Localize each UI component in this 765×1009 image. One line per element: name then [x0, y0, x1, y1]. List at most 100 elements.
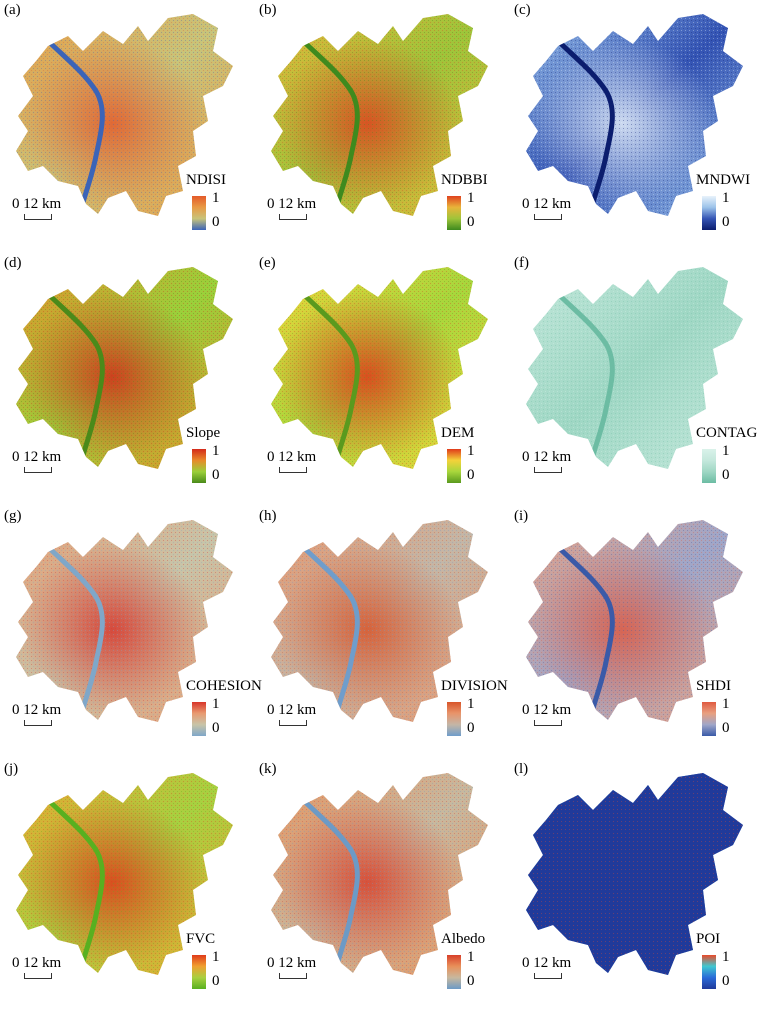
legend-min-label: 0	[212, 467, 220, 483]
map-image	[526, 14, 743, 216]
legend-min-label: 0	[722, 720, 730, 736]
legend-min-label: 0	[722, 973, 730, 989]
map-panel: (b)	[255, 0, 505, 250]
scale-bar-label: 0 12 km	[12, 955, 62, 971]
map-image	[16, 520, 233, 722]
legend-min-label: 0	[212, 214, 220, 230]
scale-bar-label: 0 12 km	[12, 449, 62, 465]
panel-label: (k)	[259, 761, 277, 777]
scale-bar	[534, 720, 562, 726]
legend-min-label: 0	[467, 467, 475, 483]
scale-bar	[534, 973, 562, 979]
index-name: CONTAG	[696, 425, 758, 441]
scale-bar	[279, 467, 307, 473]
scale-bar	[24, 720, 52, 726]
legend-max-label: 1	[722, 443, 730, 459]
map-panel: (k)	[255, 759, 505, 1009]
scale-bar-label: 0 12 km	[267, 955, 317, 971]
map-panel: (e)	[255, 253, 505, 503]
color-legend-bar	[192, 196, 206, 230]
scale-bar-label: 0 12 km	[12, 196, 62, 212]
map-panel: (l)	[510, 759, 760, 1009]
legend-max-label: 1	[467, 696, 475, 712]
index-name: DIVISION	[441, 678, 508, 694]
map-panel: (i)	[510, 506, 760, 756]
index-name: Slope	[186, 425, 221, 441]
panel-label: (c)	[514, 2, 531, 18]
index-name: COHESION	[186, 678, 262, 694]
color-legend-bar	[447, 196, 461, 230]
scale-bar-label: 0 12 km	[267, 449, 317, 465]
map-image	[16, 773, 233, 975]
legend-min-label: 0	[467, 720, 475, 736]
index-name: MNDWI	[696, 172, 751, 188]
panel-label: (g)	[4, 508, 22, 524]
index-name: FVC	[186, 931, 216, 947]
map-panel: (d)	[0, 253, 250, 503]
panel-label: (e)	[259, 255, 276, 271]
panel-label: (l)	[514, 761, 529, 777]
legend-max-label: 1	[212, 949, 220, 965]
map-panel: (j)	[0, 759, 250, 1009]
color-legend-bar	[447, 955, 461, 989]
color-legend-bar	[447, 449, 461, 483]
panel-label: (f)	[514, 255, 529, 271]
scale-bar	[279, 973, 307, 979]
legend-min-label: 0	[722, 467, 730, 483]
legend-min-label: 0	[467, 973, 475, 989]
map-image	[271, 520, 488, 722]
map-image	[16, 267, 233, 469]
color-legend-bar	[192, 955, 206, 989]
legend-max-label: 1	[212, 443, 220, 459]
color-legend-bar	[702, 196, 716, 230]
scale-bar-label: 0 12 km	[522, 702, 572, 718]
panel-label: (b)	[259, 2, 277, 18]
index-name: Albedo	[441, 931, 486, 947]
legend-max-label: 1	[722, 190, 730, 206]
map-image	[526, 267, 743, 469]
color-legend-bar	[702, 702, 716, 736]
legend-max-label: 1	[467, 949, 475, 965]
map-image	[526, 520, 743, 722]
legend-max-label: 1	[467, 443, 475, 459]
scale-bar	[24, 973, 52, 979]
map-image	[271, 773, 488, 975]
index-name: SHDI	[696, 678, 732, 694]
color-legend-bar	[702, 955, 716, 989]
scale-bar-label: 0 12 km	[522, 955, 572, 971]
scale-bar	[279, 214, 307, 220]
color-legend-bar	[192, 449, 206, 483]
legend-min-label: 0	[212, 973, 220, 989]
map-panel: (h)	[255, 506, 508, 756]
map-panel: (c)	[510, 0, 760, 250]
scale-bar	[24, 214, 52, 220]
scale-bar-label: 0 12 km	[267, 196, 317, 212]
map-image	[271, 267, 488, 469]
panel-label: (h)	[259, 508, 277, 524]
legend-min-label: 0	[212, 720, 220, 736]
map-panel: (a)	[0, 0, 250, 250]
legend-min-label: 0	[467, 214, 475, 230]
legend-max-label: 1	[212, 190, 220, 206]
panel-label: (d)	[4, 255, 22, 271]
legend-max-label: 1	[722, 696, 730, 712]
index-name: POI	[696, 931, 721, 947]
legend-max-label: 1	[212, 696, 220, 712]
map-image	[16, 14, 233, 216]
scale-bar	[279, 720, 307, 726]
map-image	[526, 773, 743, 975]
color-legend-bar	[192, 702, 206, 736]
scale-bar	[534, 467, 562, 473]
map-panel: (g)	[0, 506, 262, 756]
map-panel: (f)	[510, 253, 760, 503]
scale-bar-label: 0 12 km	[267, 702, 317, 718]
scale-bar-label: 0 12 km	[522, 449, 572, 465]
index-name: DEM	[441, 425, 475, 441]
legend-min-label: 0	[722, 214, 730, 230]
scale-bar-label: 0 12 km	[522, 196, 572, 212]
legend-max-label: 1	[722, 949, 730, 965]
scale-bar	[534, 214, 562, 220]
index-name: NDBBI	[441, 172, 488, 188]
scale-bar	[24, 467, 52, 473]
panel-label: (j)	[4, 761, 19, 777]
